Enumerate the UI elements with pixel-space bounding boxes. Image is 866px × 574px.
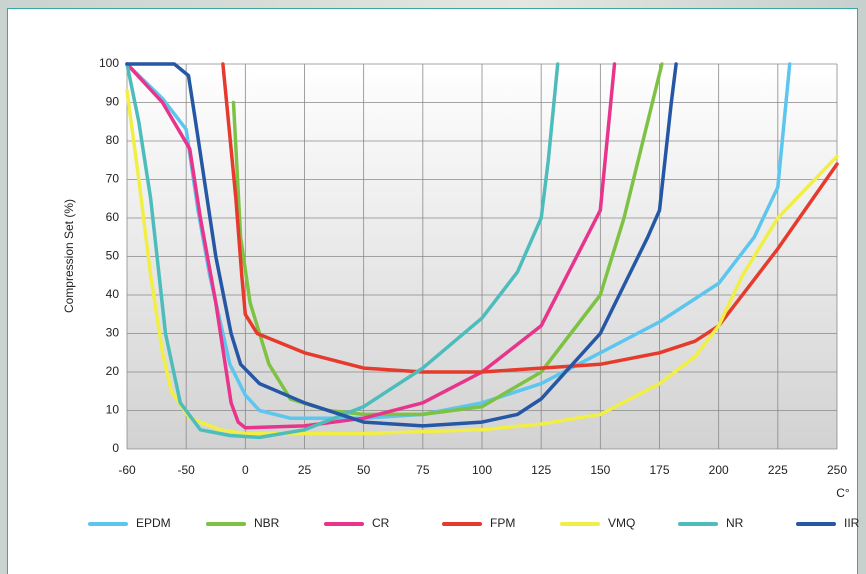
legend-label: CR <box>372 516 390 530</box>
series-line <box>221 62 839 374</box>
series-line <box>125 62 560 440</box>
x-tick-label: 0 <box>242 463 249 477</box>
series-line <box>125 89 839 436</box>
x-tick-label: 25 <box>298 463 312 477</box>
legend-label: NR <box>726 516 744 530</box>
legend-label: IIR <box>844 516 860 530</box>
y-tick-label: 30 <box>106 326 120 340</box>
y-axis-label: Compression Set (%) <box>62 199 76 313</box>
y-tick-label: 10 <box>106 403 120 417</box>
x-tick-label: 175 <box>649 463 669 477</box>
series-line <box>231 62 664 417</box>
legend-label: VMQ <box>608 516 635 530</box>
series-line <box>125 62 617 430</box>
x-tick-label: 100 <box>472 463 492 477</box>
y-tick-label: 0 <box>112 441 119 455</box>
y-tick-label: 20 <box>106 364 120 378</box>
x-tick-label: 150 <box>590 463 610 477</box>
y-tick-label: 60 <box>106 210 120 224</box>
y-tick-label: 80 <box>106 133 120 147</box>
x-tick-label: -60 <box>118 463 136 477</box>
y-tick-label: 100 <box>99 56 119 70</box>
x-tick-label: 50 <box>357 463 371 477</box>
x-axis-label: C° <box>836 486 850 500</box>
x-tick-label: 125 <box>531 463 551 477</box>
legend-label: EPDM <box>136 516 171 530</box>
series-line <box>125 62 678 428</box>
x-tick-label: 75 <box>416 463 430 477</box>
y-tick-label: 90 <box>106 95 120 109</box>
y-tick-label: 70 <box>106 172 120 186</box>
legend-label: FPM <box>490 516 515 530</box>
x-tick-label: -50 <box>177 463 195 477</box>
y-tick-label: 50 <box>106 249 120 263</box>
y-tick-label: 40 <box>106 287 120 301</box>
x-tick-label: 225 <box>768 463 788 477</box>
legend-label: NBR <box>254 516 280 530</box>
x-tick-label: 200 <box>709 463 729 477</box>
x-tick-label: 250 <box>827 463 847 477</box>
